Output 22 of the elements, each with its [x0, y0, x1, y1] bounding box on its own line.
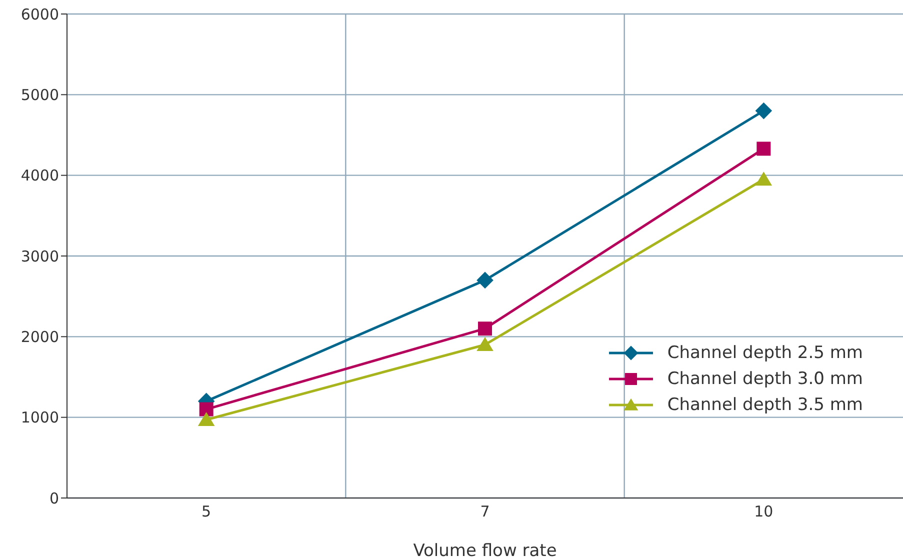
- x-tick-label: 10: [754, 502, 774, 521]
- x-tick-label: 7: [480, 502, 490, 521]
- legend-label: Channel depth 3.0 mm: [667, 369, 863, 389]
- point: [478, 322, 492, 336]
- point: [476, 272, 494, 289]
- y-tick-label: 3000: [20, 247, 59, 266]
- legend-label: Channel depth 3.5 mm: [667, 395, 863, 415]
- point: [199, 402, 214, 416]
- point: [476, 337, 494, 352]
- point: [755, 172, 772, 186]
- y-tick-label: 2000: [20, 328, 59, 346]
- point: [755, 102, 772, 120]
- point: [756, 142, 771, 156]
- x-tick-label: 5: [202, 502, 212, 521]
- y-tick-label: 5000: [20, 86, 59, 104]
- y-tick-label: 6000: [20, 5, 59, 24]
- y-tick-label: 0: [49, 489, 59, 508]
- y-tick-label: 1000: [20, 408, 59, 427]
- point: [198, 412, 215, 426]
- y-tick-label: 4000: [20, 166, 59, 185]
- legend-label: Channel depth 2.5 mm: [667, 343, 863, 363]
- x-axis-title: Volume flow rate: [413, 541, 557, 558]
